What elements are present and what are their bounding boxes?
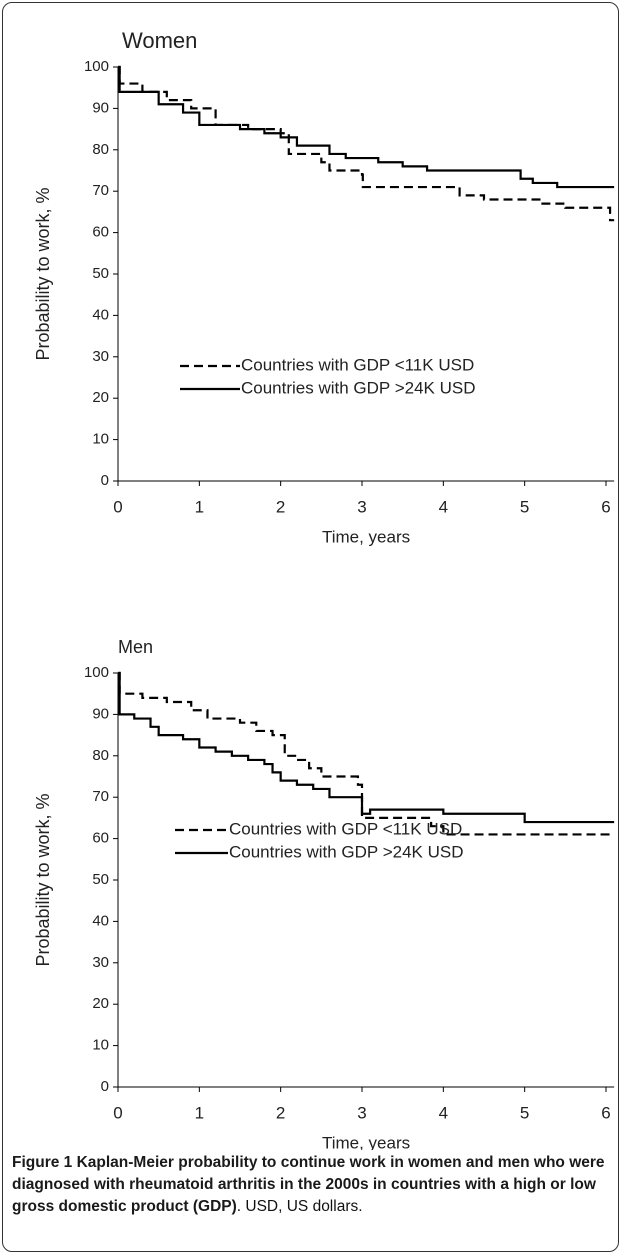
y-tick-label: 80 — [92, 747, 109, 764]
y-axis-label: Probability to work, % — [33, 187, 53, 360]
x-tick-label: 0 — [113, 497, 122, 516]
caption-bold: Figure 1 Kaplan-Meier probability to con… — [12, 1154, 605, 1215]
y-tick-label: 30 — [92, 954, 109, 971]
survival-line — [118, 671, 615, 824]
x-tick-label: 5 — [520, 497, 529, 516]
y-tick-label: 70 — [92, 182, 109, 199]
x-tick-label: 4 — [439, 497, 448, 516]
legend-label: Countries with GDP >24K USD — [241, 378, 475, 397]
survival-line — [118, 671, 615, 836]
y-tick-label: 20 — [92, 389, 109, 406]
chart-title: Women — [122, 28, 197, 53]
y-tick-label: 30 — [92, 348, 109, 365]
x-axis-label: Time, years — [322, 1133, 410, 1150]
y-tick-label: 60 — [92, 224, 109, 241]
x-axis-label: Time, years — [322, 527, 410, 546]
y-tick-label: 0 — [101, 1078, 109, 1095]
legend-label: Countries with GDP <11K USD — [241, 355, 474, 374]
y-tick-label: 100 — [84, 664, 109, 681]
survival-line — [118, 65, 615, 222]
x-tick-label: 3 — [357, 1103, 366, 1122]
caption: Figure 1 Kaplan-Meier probability to con… — [12, 1152, 612, 1218]
y-axis-label: Probability to work, % — [33, 793, 53, 966]
y-tick-label: 40 — [92, 912, 109, 929]
y-tick-label: 20 — [92, 995, 109, 1012]
chart-title: Men — [118, 637, 153, 657]
y-tick-label: 0 — [101, 472, 109, 489]
x-tick-label: 6 — [601, 1103, 610, 1122]
y-tick-label: 90 — [92, 99, 109, 116]
x-tick-label: 3 — [357, 497, 366, 516]
x-tick-label: 2 — [276, 497, 285, 516]
y-tick-label: 10 — [92, 431, 109, 448]
caption-text: . USD, US dollars. — [236, 1198, 363, 1215]
y-tick-label: 70 — [92, 788, 109, 805]
x-tick-label: 4 — [439, 1103, 448, 1122]
x-tick-label: 2 — [276, 1103, 285, 1122]
y-tick-label: 60 — [92, 830, 109, 847]
y-tick-label: 10 — [92, 1037, 109, 1054]
x-tick-label: 1 — [195, 1103, 204, 1122]
x-tick-label: 1 — [195, 497, 204, 516]
y-tick-label: 50 — [92, 871, 109, 888]
y-tick-label: 40 — [92, 306, 109, 323]
x-tick-label: 5 — [520, 1103, 529, 1122]
y-tick-label: 50 — [92, 265, 109, 282]
survival-line — [118, 65, 615, 189]
legend-label: Countries with GDP <11K USD — [229, 819, 462, 838]
y-tick-label: 80 — [92, 141, 109, 158]
y-tick-label: 100 — [84, 58, 109, 75]
legend-label: Countries with GDP >24K USD — [229, 842, 463, 861]
x-tick-label: 0 — [113, 1103, 122, 1122]
x-tick-label: 6 — [601, 497, 610, 516]
y-tick-label: 90 — [92, 705, 109, 722]
